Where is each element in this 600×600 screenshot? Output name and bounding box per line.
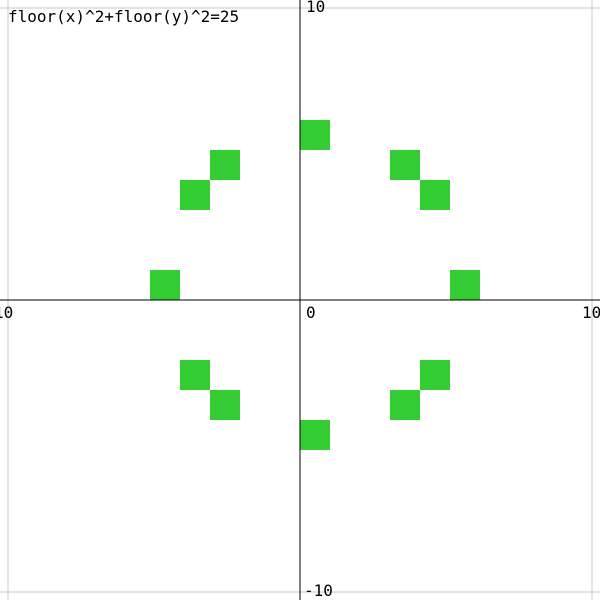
x-tick-min: 10 (0, 303, 13, 322)
solution-cell (390, 390, 420, 420)
chart-title: floor(x)^2+floor(y)^2=25 (8, 7, 239, 26)
y-tick-max: 10 (306, 0, 325, 16)
solution-cell (210, 390, 240, 420)
solution-cell (300, 120, 330, 150)
solution-cells (150, 120, 480, 450)
solution-cell (180, 180, 210, 210)
x-tick-zero: 0 (306, 303, 316, 322)
solution-cell (420, 360, 450, 390)
x-tick-max: 10 (582, 303, 600, 322)
y-tick-min: -10 (304, 581, 333, 600)
solution-cell (210, 150, 240, 180)
solution-cell (450, 270, 480, 300)
solution-cell (180, 360, 210, 390)
solution-cell (420, 180, 450, 210)
solution-cell (300, 420, 330, 450)
solution-cell (390, 150, 420, 180)
solution-cell (150, 270, 180, 300)
